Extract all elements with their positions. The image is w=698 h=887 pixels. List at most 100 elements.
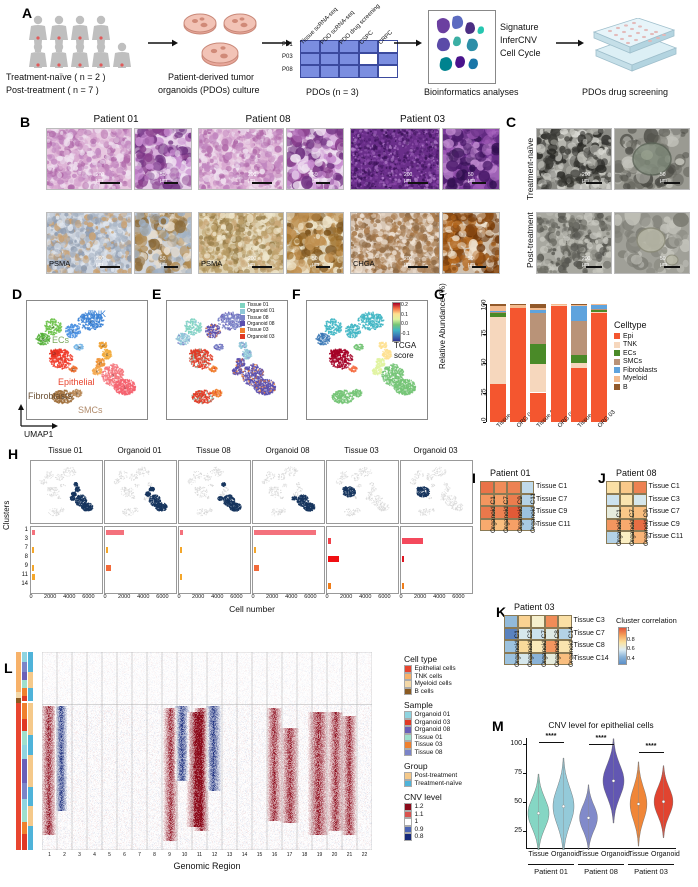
panelL-annotation-band: [28, 735, 33, 755]
panelH-xtick: 2000: [192, 594, 205, 600]
legend-label: TNK: [623, 341, 637, 349]
panel-label-H: H: [8, 446, 19, 462]
panelG-bar-segment: [490, 304, 506, 307]
panelC-organoid-image: [614, 212, 690, 274]
panelM-xtick: Tissue: [578, 851, 599, 858]
panelG-bar-segment: [550, 306, 567, 422]
scalebar-50um: [472, 182, 486, 184]
panelL-annotation-band: [28, 754, 33, 787]
pdo-table-cell: [358, 52, 378, 65]
pdo-culture-label-1: Patient-derived tumor: [168, 72, 255, 82]
panelM-group-rule: [578, 864, 624, 865]
heatmap-cell: [606, 506, 620, 519]
legend-label: Organoid 08: [247, 320, 275, 327]
panelL-chr-label: 7: [138, 852, 141, 858]
panelH-bar-subplot: [178, 526, 251, 594]
panelL-chr-label: 18: [301, 852, 308, 858]
panelG-legend-item: Epi: [614, 332, 657, 341]
pdo-table-cell: [300, 52, 320, 65]
panelF-colorbar-gradient: [392, 302, 401, 342]
panelG-bar-segment: [570, 305, 587, 307]
panelL-chr-label: 6: [123, 852, 126, 858]
panelG-ytick-mark: [483, 422, 486, 423]
heatmap-cell: [619, 506, 633, 519]
panelM-sig-bracket: [538, 742, 564, 743]
panelG-bar-segment: [530, 392, 547, 422]
legend-swatch: [404, 711, 412, 719]
legend-swatch: [404, 779, 412, 787]
pdo-table-cell: [378, 65, 398, 78]
legend-label: TNK cells: [414, 672, 443, 680]
heatmap-cell: [507, 493, 521, 506]
heatmap-col-label: Organoid C7: [540, 630, 548, 667]
heatmap-row-label: Tissue C11: [648, 533, 684, 541]
bioinformatics-caption: Bioinformatics analyses: [424, 87, 519, 97]
panelH-subplot-title: Tissue 03: [344, 446, 379, 455]
panelE-legend-item: Organoid 01: [240, 308, 275, 314]
scalebar-label: 200 µm: [582, 172, 591, 184]
panelG-bar-segment: [591, 309, 607, 313]
legend-swatch: [240, 302, 245, 308]
panelB-stain-label: CHGA: [353, 259, 375, 268]
pdo-table-cell: [358, 40, 378, 53]
heatmap-col-label: Organoid C14: [567, 626, 575, 667]
legend-label: 0.9: [414, 825, 424, 833]
panelG-bar-segment: [510, 304, 527, 305]
panelL-chr-label: 4: [93, 852, 96, 858]
panelG-bar-segment: [570, 354, 587, 363]
panelL-chr-label: 10: [181, 852, 188, 858]
panel-label-G: G: [434, 286, 445, 302]
panelF-legend-title-1: TCGA: [394, 341, 417, 350]
panelH-bar: [328, 583, 332, 589]
panelM-violin-plot: CNV level for epithelial cells 25 50 75 100 *…: [496, 716, 696, 886]
panelH-xtick: 4000: [433, 594, 446, 600]
panelH-xtick: 4000: [63, 594, 76, 600]
heatmap-col-label: Organoid C1: [489, 496, 497, 533]
heatmap-col-label: Organoid C7: [629, 508, 637, 546]
panelL-chr-label: 21: [346, 852, 353, 858]
panelL-chr-label: 5: [108, 852, 111, 858]
legend-swatch: [404, 833, 412, 841]
legend-swatch: [404, 825, 412, 833]
panelL-chr-label: 20: [331, 852, 338, 858]
panelH-xtick: 4000: [211, 594, 224, 600]
panelG-bar-segment: [591, 313, 607, 422]
patient-cohort-icon: [29, 15, 131, 68]
panelH-bar: [32, 565, 34, 571]
panelH-xtick: 6000: [82, 594, 95, 600]
panelL-annotation-band: [16, 691, 21, 698]
pdo-table-cell: [319, 52, 339, 65]
panelB-ihc-high-image: [442, 212, 500, 274]
panelL-annotation-band: [22, 652, 27, 662]
panelL-annotation-band: [16, 703, 21, 850]
scalebar-50um: [316, 182, 330, 184]
heatmap-cell: [507, 481, 521, 494]
panelG-bar-segment: [490, 311, 506, 313]
panelD-xlabel: UMAP1: [24, 429, 54, 439]
pdo-table-cell: [358, 65, 378, 78]
heatmap-row-label: Tissue C3: [648, 495, 680, 503]
scalebar-50um: [316, 266, 330, 268]
heatmap-cell: [633, 506, 647, 519]
panelL-annotation-band: [16, 697, 21, 704]
panelE-umap-scatter: [175, 311, 277, 405]
panelL-chr-label: 13: [226, 852, 233, 858]
panelH-bar: [32, 547, 35, 553]
heatmap-row-label: Tissue C8: [573, 642, 605, 650]
heatmap-cell: [619, 481, 633, 494]
panelL-legend-title: CNV level: [404, 792, 442, 802]
heatmap-cell: [544, 640, 558, 653]
heatmap-cell: [558, 652, 572, 665]
panelL-xlabel: Genomic Region: [173, 861, 241, 871]
legend-label: Epithelial cells: [414, 665, 456, 673]
legend-swatch: [614, 341, 620, 348]
heatmap-cell: [504, 627, 518, 640]
panelL-annotation-band: [22, 719, 27, 732]
panelL-legend-item: 0.9: [404, 825, 424, 833]
panelG-bar-segment: [550, 304, 567, 305]
panelM-sig-label: ****: [595, 735, 607, 742]
scalebar-label: 200 µm: [582, 256, 591, 268]
scalebar-200um: [100, 266, 120, 268]
scalebar: [664, 182, 680, 184]
panelL-annotation-band: [22, 822, 27, 835]
